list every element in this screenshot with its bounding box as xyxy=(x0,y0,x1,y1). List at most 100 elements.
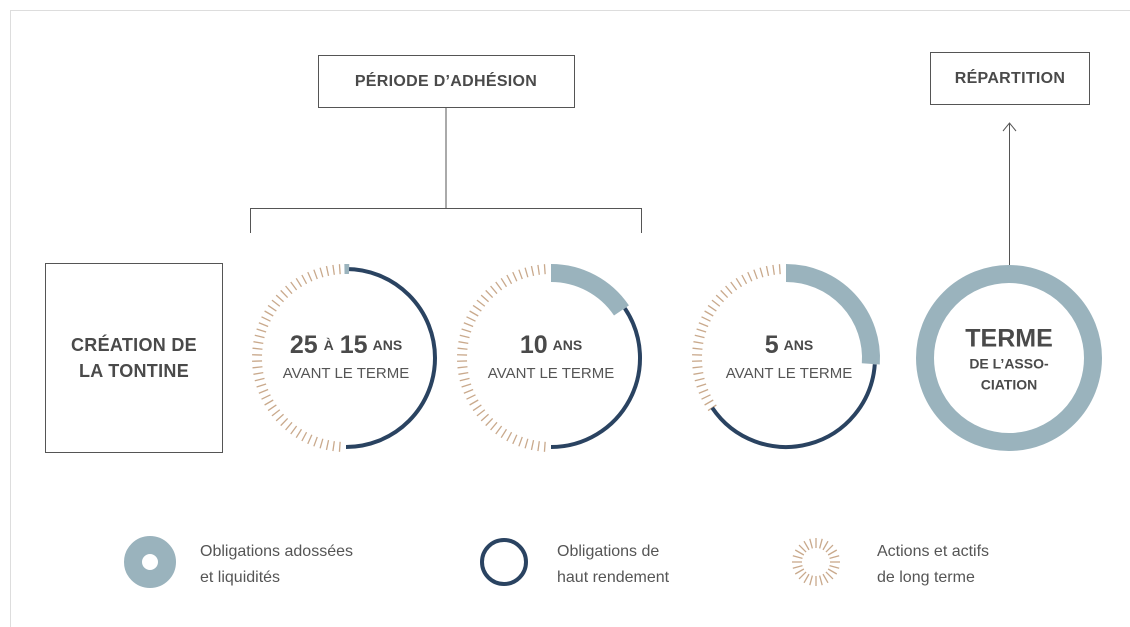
tick xyxy=(506,274,513,285)
frame xyxy=(10,10,1130,627)
tick xyxy=(792,555,803,560)
tick xyxy=(480,294,490,303)
tick xyxy=(707,304,717,312)
tick xyxy=(267,404,277,412)
tick xyxy=(506,431,513,442)
tick xyxy=(825,544,834,553)
legend-icon-light xyxy=(124,536,176,588)
tick xyxy=(463,322,474,328)
tick xyxy=(701,394,711,400)
tick xyxy=(285,421,293,431)
period-label: PÉRIODE D’ADHÉSION xyxy=(355,71,537,90)
tick xyxy=(458,341,469,345)
tick xyxy=(252,347,263,350)
tick xyxy=(290,425,298,435)
period-box xyxy=(318,55,575,108)
legend-text: haut rendement xyxy=(557,569,670,586)
number: 15 xyxy=(340,331,368,359)
tick xyxy=(518,269,523,280)
legend-text: Obligations adossées xyxy=(200,543,353,560)
joiner: À xyxy=(324,337,334,353)
tick xyxy=(490,421,498,431)
tick xyxy=(319,267,324,278)
tick xyxy=(792,564,803,569)
unit: ANS xyxy=(553,337,583,353)
tick xyxy=(307,271,313,282)
tick xyxy=(459,334,470,339)
tick xyxy=(803,540,810,551)
tick xyxy=(466,394,476,400)
tick xyxy=(332,441,335,452)
tick xyxy=(485,417,494,427)
start-line: CRÉATION DE xyxy=(71,334,197,355)
distribution-box xyxy=(930,52,1090,105)
tick xyxy=(472,304,482,312)
unit: ANS xyxy=(373,337,403,353)
tick xyxy=(264,310,274,317)
tick xyxy=(295,428,303,439)
arc xyxy=(345,267,437,449)
tick xyxy=(518,436,523,447)
tick xyxy=(537,264,540,275)
end-line: CIATION xyxy=(981,377,1038,393)
tick xyxy=(338,264,341,275)
tick xyxy=(512,271,518,282)
tick xyxy=(480,413,490,422)
tick xyxy=(827,568,838,575)
arc xyxy=(550,264,629,316)
tick xyxy=(301,431,308,442)
tick xyxy=(698,388,709,394)
tick xyxy=(319,438,324,449)
tick xyxy=(290,281,298,291)
tick xyxy=(803,573,810,584)
tick xyxy=(825,571,834,580)
tick xyxy=(271,409,281,417)
tick xyxy=(325,440,330,451)
tick xyxy=(827,549,838,556)
tick xyxy=(256,383,267,388)
tick xyxy=(694,377,705,382)
tick xyxy=(524,267,529,278)
tick xyxy=(798,571,807,580)
tick xyxy=(490,285,498,295)
distribution-label: RÉPARTITION xyxy=(955,68,1066,87)
stage-title: 25 À 15 ANS xyxy=(290,331,402,359)
number: 25 xyxy=(290,331,318,359)
unit: ANS xyxy=(784,337,814,353)
end-title: TERME xyxy=(965,325,1053,353)
end-ring xyxy=(916,265,1102,451)
tick xyxy=(829,564,840,569)
tick xyxy=(275,294,285,303)
legend-icon-dark xyxy=(480,538,528,586)
tick xyxy=(261,394,271,400)
tick xyxy=(295,277,303,288)
number: 5 xyxy=(765,331,779,359)
tick xyxy=(254,334,265,339)
tick xyxy=(275,413,285,422)
legend-text: et liquidités xyxy=(200,569,280,586)
tick xyxy=(692,366,703,369)
tick xyxy=(261,316,271,322)
tick xyxy=(778,264,781,275)
start-line: LA TONTINE xyxy=(79,361,189,381)
tick xyxy=(472,404,482,412)
arrow xyxy=(1002,122,1017,265)
tick xyxy=(794,568,805,575)
legend-text: Obligations de xyxy=(557,543,659,560)
legend-text: de long terme xyxy=(877,569,975,586)
tick xyxy=(711,299,721,307)
tick xyxy=(530,440,535,451)
tick xyxy=(698,322,709,328)
tick xyxy=(512,434,518,445)
tick xyxy=(313,269,318,280)
tick xyxy=(252,366,263,369)
legend-icon-ticks xyxy=(792,538,840,586)
tick xyxy=(256,328,267,333)
tick xyxy=(325,265,330,276)
tick xyxy=(495,281,503,291)
tick xyxy=(692,347,703,350)
tick xyxy=(715,294,725,303)
tick xyxy=(466,316,476,322)
tick xyxy=(485,289,494,299)
